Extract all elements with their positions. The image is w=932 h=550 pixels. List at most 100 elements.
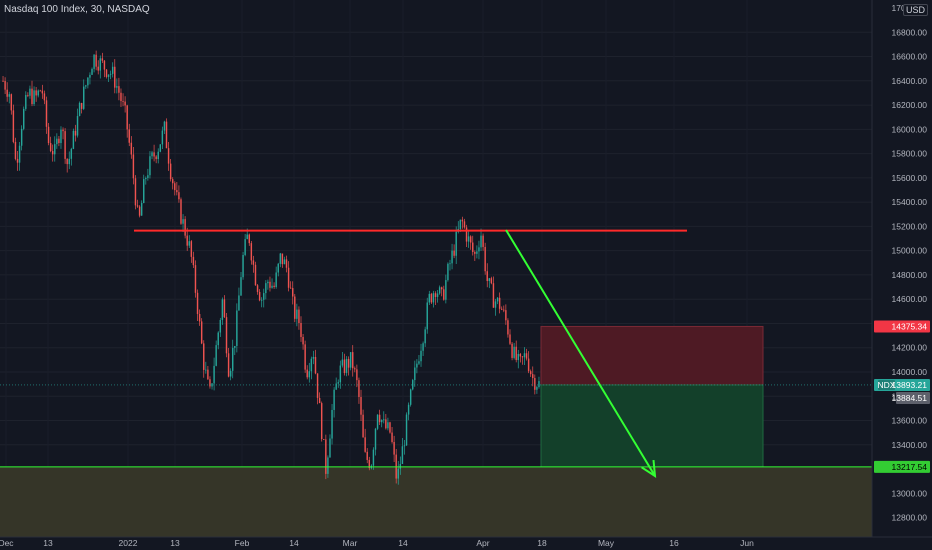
candle-body	[147, 175, 149, 178]
candle-body	[18, 145, 21, 163]
candle	[341, 351, 344, 368]
candle	[529, 369, 532, 377]
candle-body	[393, 441, 395, 455]
candle-body	[300, 323, 302, 337]
candle	[153, 144, 155, 162]
candle	[176, 182, 178, 196]
candle-body	[14, 141, 17, 159]
candle	[387, 417, 389, 431]
candle-body	[91, 68, 93, 75]
candle-body	[186, 235, 188, 246]
candle-body	[107, 74, 110, 77]
candle	[134, 175, 137, 210]
candle	[151, 150, 153, 160]
candle	[64, 128, 66, 164]
candle	[116, 78, 118, 94]
candle	[356, 364, 358, 388]
candle-body	[120, 92, 122, 102]
candle	[532, 366, 534, 387]
candle-body	[6, 89, 8, 97]
candle-body	[39, 90, 42, 92]
candle-body	[532, 374, 534, 379]
candle-body	[41, 90, 44, 94]
candle-body	[184, 219, 186, 236]
candle	[89, 72, 91, 85]
candle-body	[327, 457, 329, 474]
candle-body	[401, 446, 404, 464]
time-tick-label: 2022	[119, 538, 138, 548]
candle	[467, 229, 470, 248]
candle-body	[496, 297, 499, 302]
candle	[424, 326, 426, 347]
candle-body	[103, 60, 106, 70]
support-price-label: 13217.54	[892, 462, 928, 472]
candle	[174, 181, 176, 196]
candle-body	[263, 293, 265, 300]
candle	[428, 290, 431, 305]
candle-body	[453, 250, 455, 256]
candle-body	[151, 152, 153, 157]
candle	[252, 255, 255, 273]
candle	[271, 278, 273, 289]
candle-body	[414, 367, 416, 381]
candle-body	[78, 102, 81, 117]
candle-body	[385, 419, 387, 429]
candle-body	[221, 299, 224, 320]
candle	[27, 92, 29, 98]
candle-body	[360, 396, 362, 415]
candle	[422, 341, 424, 357]
candle	[285, 255, 288, 273]
position-zones	[0, 325, 872, 537]
price-tick-label: 15000.00	[892, 246, 928, 256]
chart-legend: Nasdaq 100 Index, 30, NASDAQ	[4, 4, 150, 15]
candle	[329, 434, 331, 458]
candle-body	[302, 336, 304, 345]
candle-body	[68, 158, 70, 165]
candle-body	[341, 359, 344, 366]
candle-body	[329, 438, 331, 458]
candle	[80, 102, 83, 114]
candle-body	[29, 88, 31, 96]
price-tick-label: 16000.00	[892, 124, 928, 134]
candle	[4, 77, 6, 94]
candle	[95, 50, 97, 71]
candle	[364, 428, 366, 453]
candle	[182, 214, 184, 232]
candle	[56, 133, 58, 149]
candle	[10, 93, 13, 115]
candle-body	[269, 281, 271, 288]
candle-body	[238, 295, 240, 311]
candle	[474, 250, 476, 261]
time-tick-label: 16	[669, 538, 679, 548]
candle	[25, 91, 27, 111]
currency-selector[interactable]: USD	[903, 4, 929, 16]
candle-body	[500, 308, 503, 310]
candle	[256, 283, 259, 295]
candle-body	[33, 90, 35, 105]
candle	[93, 54, 95, 73]
candle-body	[354, 368, 356, 370]
candle	[482, 233, 484, 251]
candle-body	[45, 100, 48, 127]
time-tick-label: Feb	[235, 538, 250, 548]
candle-body	[35, 90, 37, 96]
price-tick-label: 16400.00	[892, 76, 928, 86]
candle	[149, 151, 151, 179]
candle-body	[488, 278, 491, 282]
candle	[304, 340, 306, 373]
candle-body	[306, 369, 308, 378]
candle-body	[349, 352, 352, 368]
candle	[39, 89, 42, 92]
candle-body	[372, 449, 375, 466]
candle-body	[200, 321, 203, 344]
candle-body	[248, 234, 250, 244]
candle	[72, 128, 75, 150]
candle	[345, 356, 348, 377]
candle	[366, 448, 368, 464]
candle	[126, 104, 128, 138]
candle	[12, 104, 15, 144]
candle-body	[43, 93, 46, 101]
candle	[49, 136, 52, 153]
candle-body	[198, 313, 201, 322]
